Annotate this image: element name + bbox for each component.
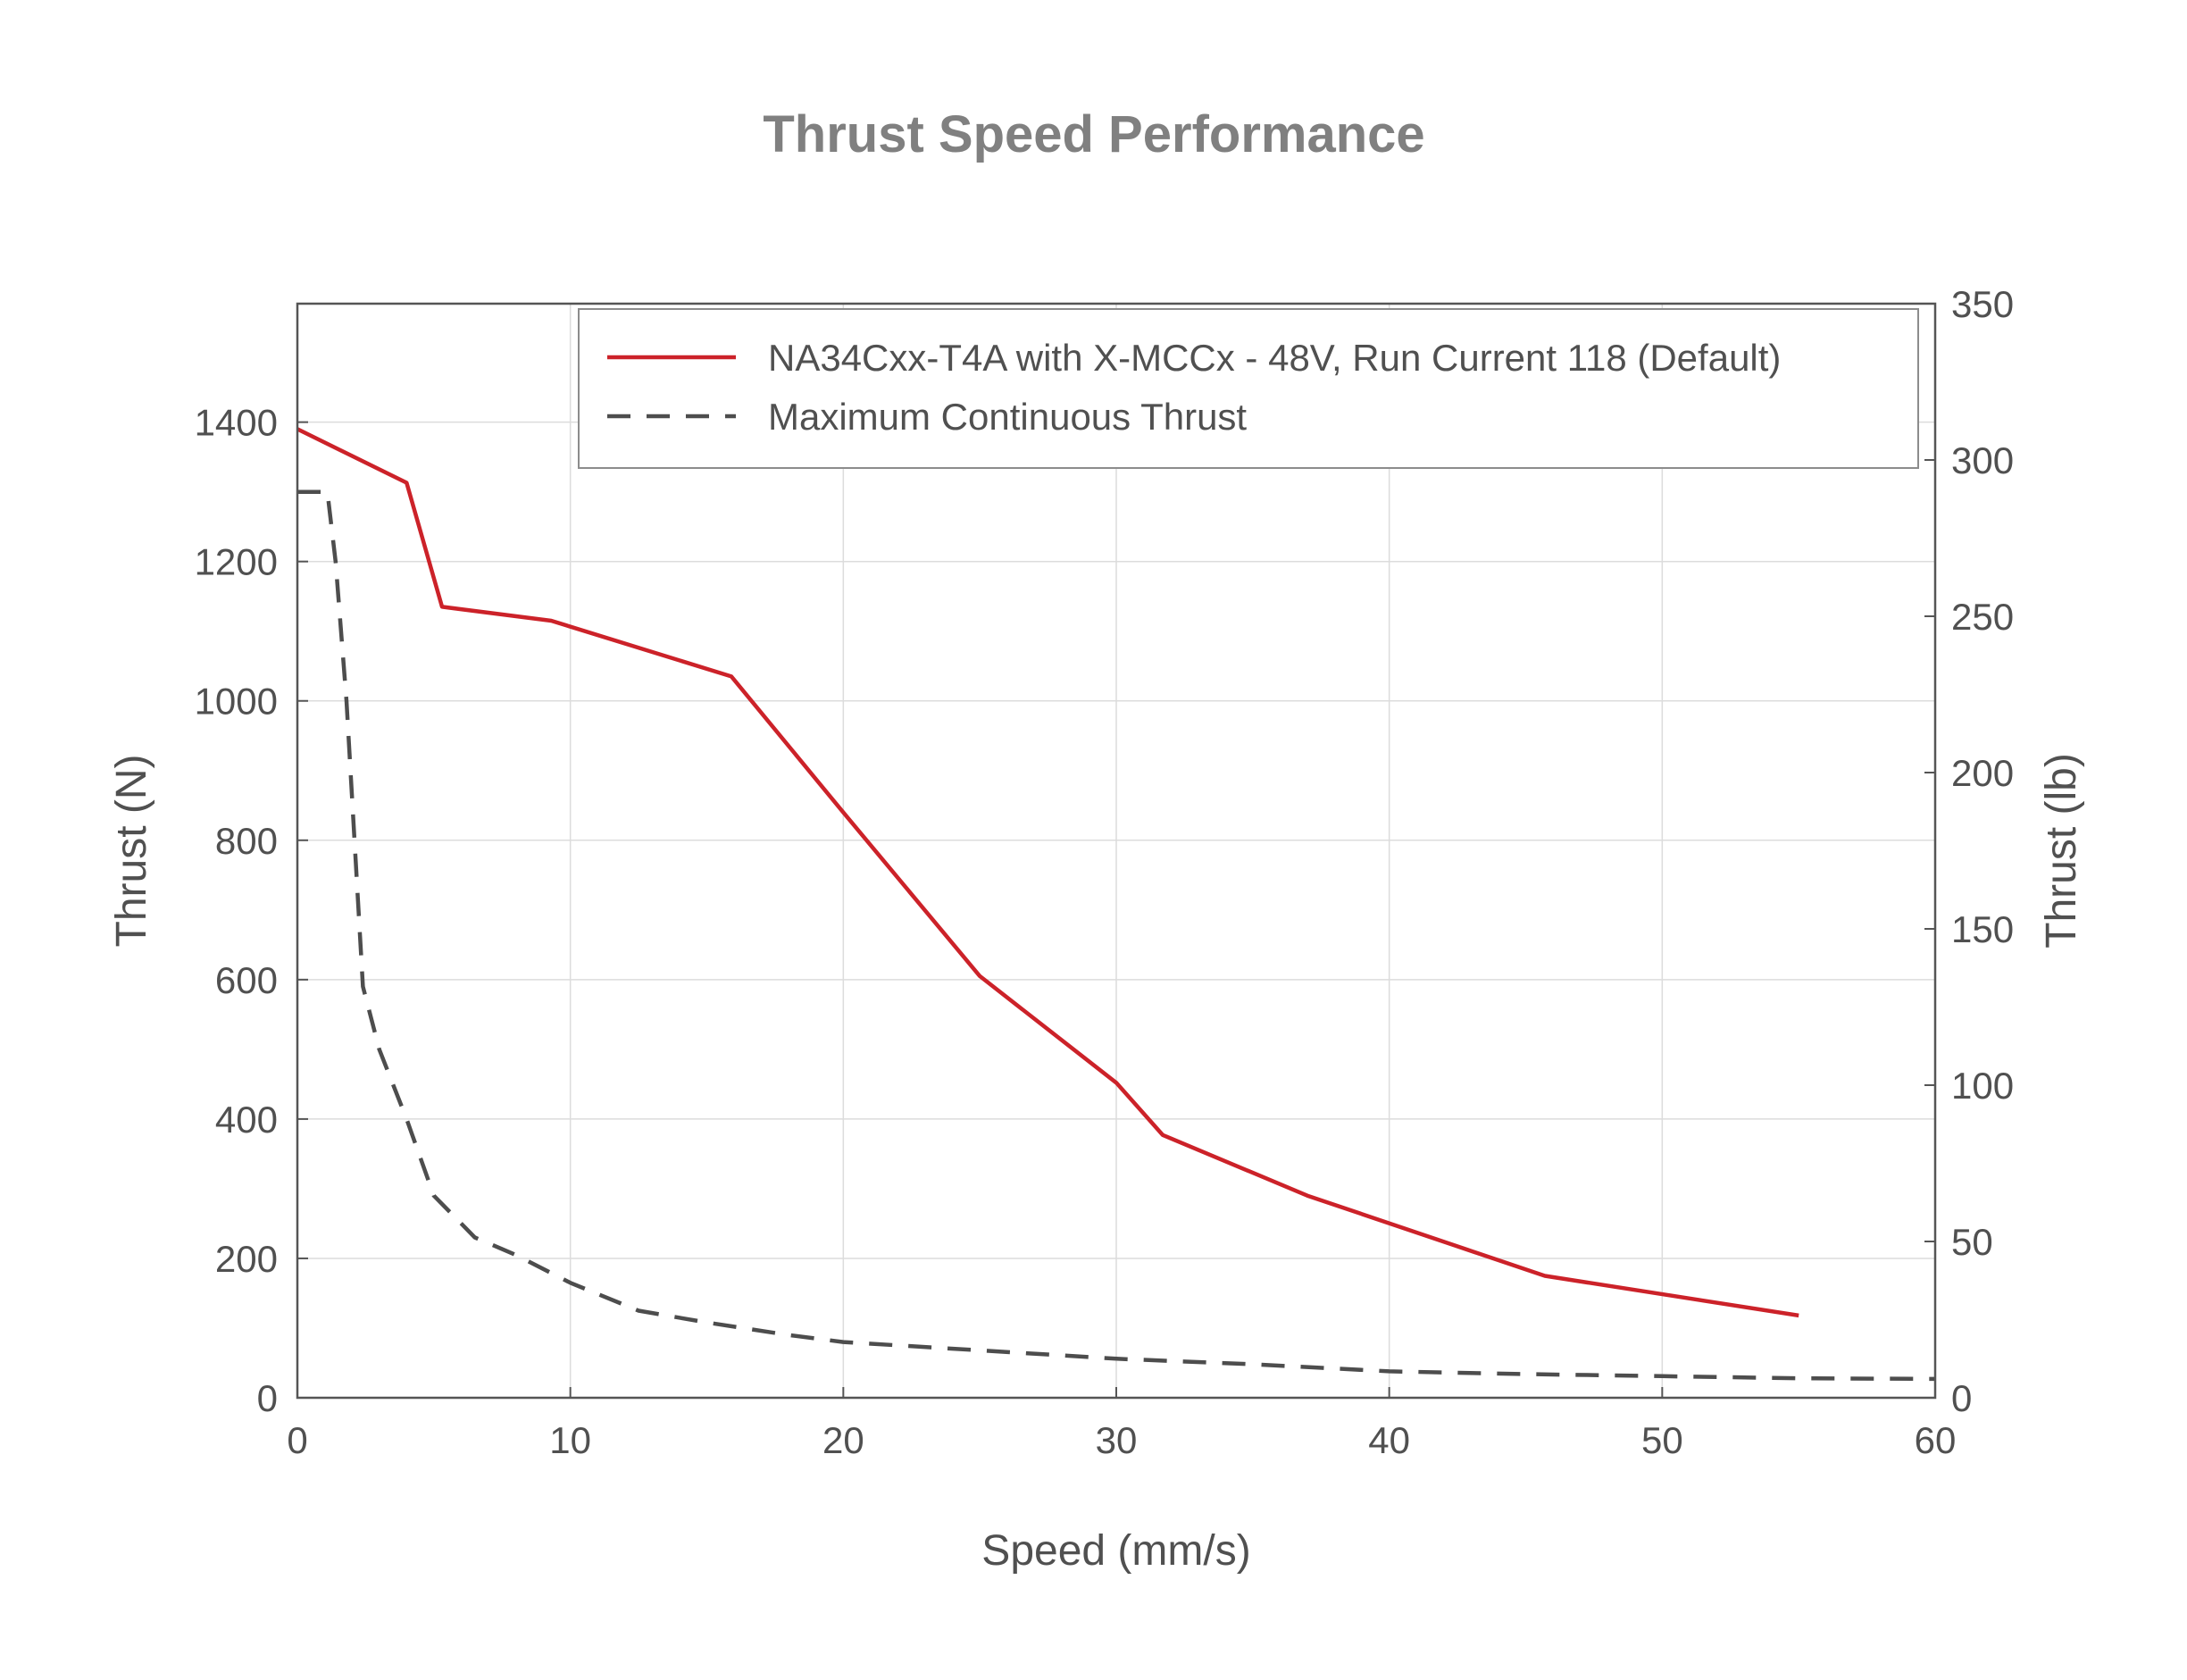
x-tick-label: 0	[287, 1419, 307, 1461]
y-tick-label: 800	[215, 820, 278, 862]
x-axis-ticks: 0 10 20 30 40 50 60	[287, 1387, 1956, 1461]
x-tick-label: 60	[1915, 1419, 1957, 1461]
y2-tick-label: 100	[1951, 1065, 2014, 1107]
x-tick-label: 40	[1368, 1419, 1410, 1461]
y-tick-label: 200	[215, 1238, 278, 1280]
legend-label-max-continuous: Maximum Continuous Thrust	[768, 396, 1247, 438]
y2-tick-label: 300	[1951, 439, 2014, 481]
y2-tick-label: 0	[1951, 1377, 1972, 1419]
series-line-max-continuous	[297, 489, 1936, 1382]
legend-label-motor-thrust: NA34Cxx-T4A with X-MCCx - 48V, Run Curre…	[768, 337, 1781, 379]
y2-tick-label: 150	[1951, 908, 2014, 950]
y-tick-label: 0	[257, 1377, 278, 1419]
grid-lines	[297, 304, 1935, 1398]
y2-tick-label: 250	[1951, 596, 2014, 638]
y-tick-label: 1000	[195, 681, 278, 723]
y-tick-label: 400	[215, 1099, 278, 1141]
x-tick-label: 30	[1096, 1419, 1138, 1461]
x-tick-label: 20	[822, 1419, 864, 1461]
y-tick-label: 600	[215, 959, 278, 1001]
legend: NA34Cxx-T4A with X-MCCx - 48V, Run Curre…	[578, 308, 1919, 469]
y-axis-ticks: 0 200 400 600 800 1000 1200 1400	[195, 402, 308, 1419]
y-tick-label: 1400	[195, 402, 278, 444]
y-axis-label: Thrust (N)	[108, 755, 155, 948]
x-axis-label: Speed (mm/s)	[981, 1527, 1250, 1575]
y-tick-label: 1200	[195, 541, 278, 583]
y2-tick-label: 50	[1951, 1221, 1993, 1263]
x-tick-label: 50	[1641, 1419, 1683, 1461]
series-line-motor-thrust	[296, 427, 1799, 1318]
series-lines	[296, 427, 1936, 1382]
y2-tick-label: 350	[1951, 283, 2014, 325]
y2-axis-label: Thrust (lb)	[2038, 753, 2085, 949]
y2-axis-ticks: 0 50 100 150 200 250 300 350	[1924, 283, 2014, 1419]
y2-tick-label: 200	[1951, 752, 2014, 794]
legend-box	[578, 308, 1919, 469]
x-tick-label: 10	[549, 1419, 591, 1461]
chart-title: Thrust Speed Performance	[763, 105, 1424, 163]
